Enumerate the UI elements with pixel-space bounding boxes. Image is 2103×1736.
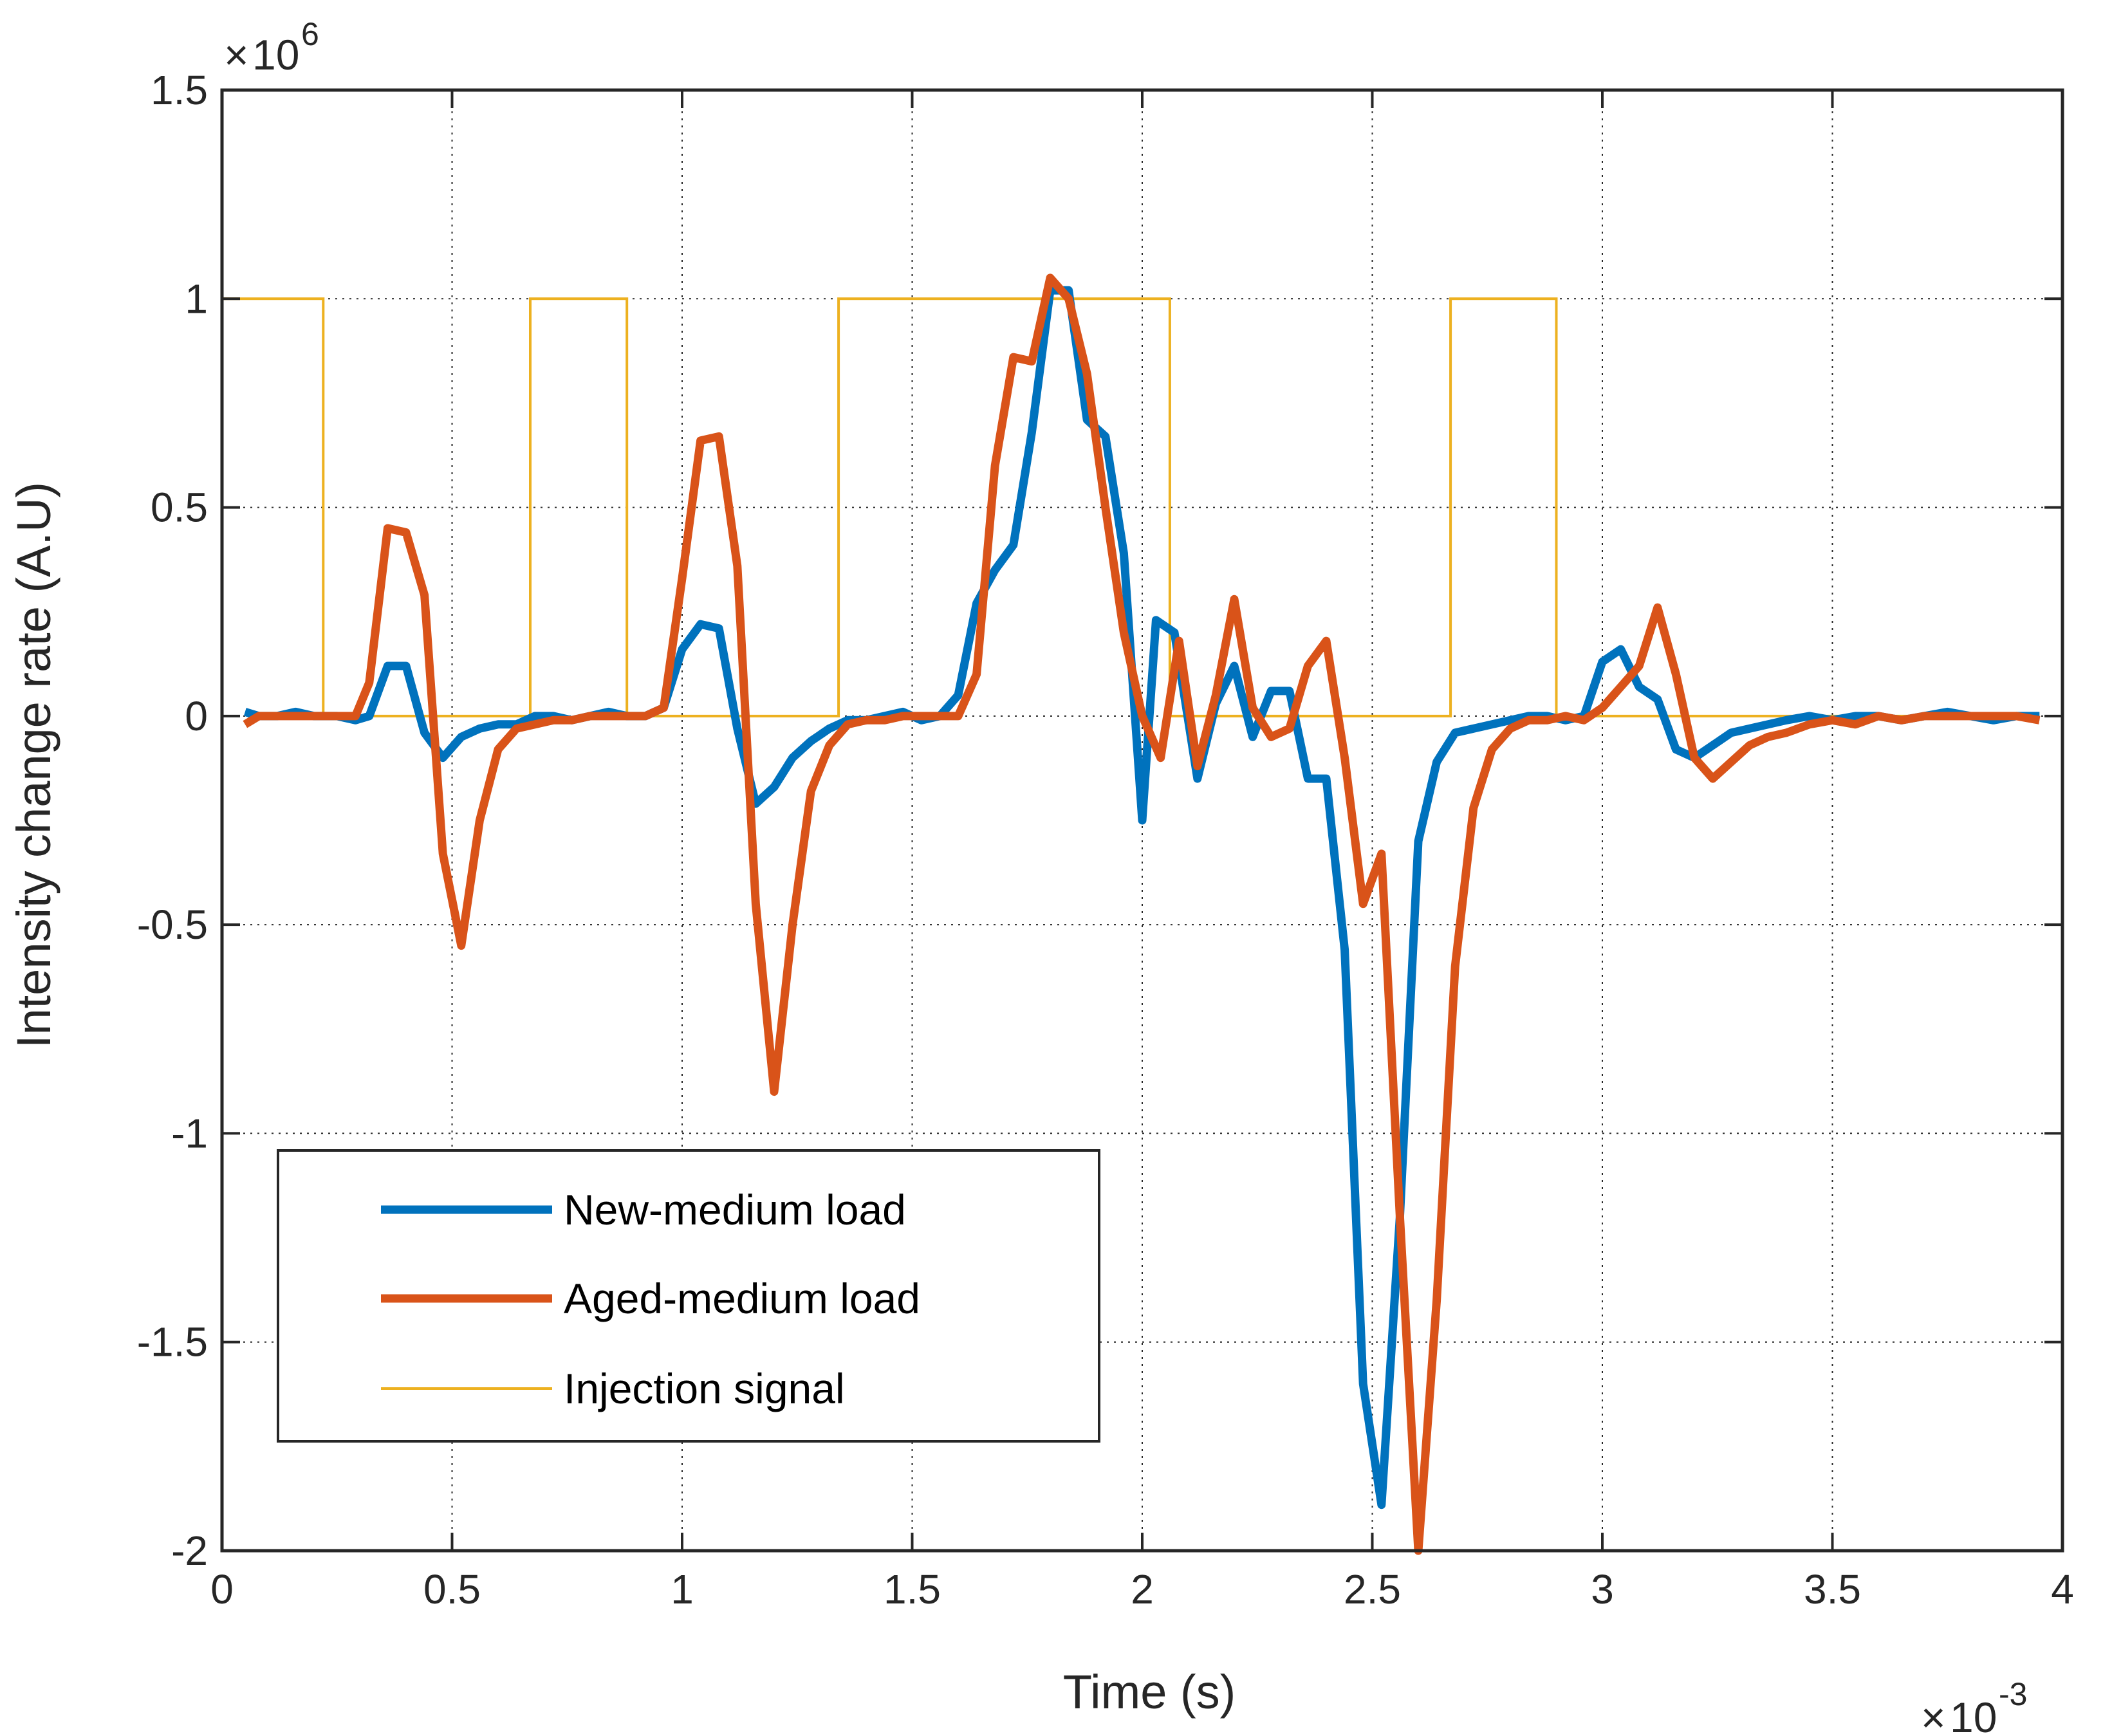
y-tick-label: -1 <box>171 1110 208 1156</box>
x-multiplier-exponent: -3 <box>1999 1676 2027 1712</box>
x-tick-label: 1 <box>671 1566 694 1612</box>
x-tick-label: 3 <box>1591 1566 1614 1612</box>
x-tick-label: 0 <box>210 1566 234 1612</box>
y-tick-label: 1.5 <box>151 67 208 113</box>
x-tick-label: 0.5 <box>423 1566 481 1612</box>
x-tick-label: 2 <box>1131 1566 1154 1612</box>
legend-label-aged-medium-load: Aged-medium load <box>564 1275 920 1322</box>
y-tick-label: 0.5 <box>151 485 208 531</box>
y-multiplier-base: 10 <box>252 31 299 78</box>
y-axis-label: Intensity change rate (A.U) <box>7 482 60 1048</box>
x-multiplier-times: × <box>1921 1694 1946 1736</box>
x-multiplier-base: 10 <box>1950 1694 1997 1736</box>
series-line-aged-medium-load <box>243 273 2041 1555</box>
legend-label-new-medium-load: New-medium load <box>564 1186 906 1233</box>
x-tick-label: 3.5 <box>1804 1566 1861 1612</box>
axis-ticks: 0 0.5 1 1.5 2 2.5 3 3.5 4 -2 -1.5 -1 -0.5 0 0.5 1 1.5 <box>137 67 2074 1612</box>
y-tick-label: 1 <box>185 275 208 322</box>
series-line-injection-signal <box>222 297 2040 717</box>
x-multiplier: × 10 -3 <box>1921 1676 2027 1736</box>
y-multiplier: × 10 6 <box>224 16 319 78</box>
x-axis-label: Time (s) <box>1063 1665 1236 1719</box>
y-tick-label: 0 <box>185 693 208 739</box>
x-tick-label: 1.5 <box>884 1566 941 1612</box>
y-tick-label: -2 <box>171 1528 208 1574</box>
x-tick-label: 4 <box>2051 1566 2074 1612</box>
y-tick-label: -1.5 <box>137 1319 208 1365</box>
legend: New-medium load Aged-medium load Injecti… <box>277 1149 1100 1443</box>
x-tick-label: 2.5 <box>1344 1566 1401 1612</box>
y-multiplier-times: × <box>224 31 249 78</box>
legend-label-injection-signal: Injection signal <box>564 1365 845 1412</box>
plot-series <box>222 273 2041 1555</box>
y-tick-label: -0.5 <box>137 901 208 948</box>
y-multiplier-exponent: 6 <box>301 16 319 52</box>
